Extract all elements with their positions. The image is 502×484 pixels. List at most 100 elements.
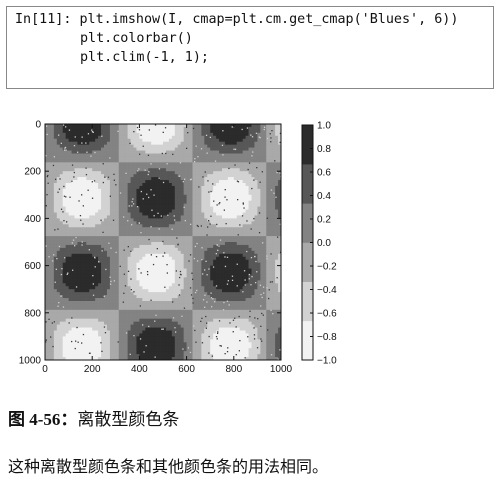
heatmap-cell bbox=[260, 265, 264, 269]
heatmap-cell bbox=[168, 171, 173, 175]
heatmap-cell bbox=[47, 306, 52, 311]
heatmap-cell bbox=[257, 183, 261, 187]
heatmap-cell bbox=[65, 129, 69, 134]
heatmap-cell bbox=[239, 177, 243, 181]
heatmap-cell bbox=[139, 286, 143, 290]
heatmap-cell bbox=[154, 185, 158, 190]
heatmap-cell bbox=[213, 197, 217, 202]
heatmap-cell bbox=[242, 256, 246, 261]
heatmap-cell bbox=[207, 292, 211, 296]
heatmap-cell bbox=[151, 253, 155, 258]
heatmap-cell bbox=[80, 259, 84, 263]
heatmap-cell bbox=[45, 227, 49, 231]
heatmap-cell bbox=[71, 295, 75, 299]
heatmap-cell bbox=[59, 265, 64, 269]
heatmap-cell bbox=[109, 159, 114, 163]
heatmap-cell bbox=[180, 301, 184, 305]
heatmap-cell bbox=[224, 253, 229, 258]
heatmap-cell bbox=[207, 224, 211, 228]
heatmap-cell bbox=[213, 289, 217, 293]
heatmap-cell bbox=[95, 191, 99, 196]
heatmap-cell bbox=[207, 132, 211, 137]
heatmap-cell bbox=[154, 129, 158, 134]
heatmap-cell bbox=[177, 301, 182, 305]
heatmap-cell bbox=[165, 256, 170, 261]
heatmap-cell bbox=[160, 283, 164, 287]
heatmap-cell bbox=[219, 180, 223, 184]
heatmap-cell bbox=[145, 303, 149, 308]
heatmap-cell bbox=[227, 124, 232, 128]
heatmap-cell bbox=[233, 185, 238, 190]
heatmap-cell bbox=[198, 203, 202, 207]
heatmap-cell bbox=[263, 295, 267, 299]
heatmap-cell bbox=[186, 168, 190, 172]
heatmap-cell bbox=[213, 262, 217, 266]
heatmap-cell bbox=[157, 250, 161, 255]
heatmap-cell bbox=[112, 306, 117, 311]
heatmap-cell bbox=[201, 153, 205, 157]
heatmap-cell bbox=[130, 274, 134, 278]
heatmap-cell bbox=[272, 141, 276, 145]
heatmap-cell bbox=[216, 218, 220, 222]
heatmap-cell bbox=[201, 247, 205, 252]
heatmap-cell bbox=[242, 242, 246, 246]
heatmap-cell bbox=[71, 271, 75, 275]
heatmap-cell bbox=[222, 141, 226, 145]
heatmap-cell bbox=[242, 271, 246, 275]
heatmap-cell bbox=[50, 242, 55, 246]
heatmap-cell bbox=[71, 180, 75, 184]
heatmap-cell bbox=[118, 268, 123, 272]
heatmap-cell bbox=[257, 271, 261, 275]
heatmap-cell bbox=[219, 301, 223, 305]
heatmap-cell bbox=[45, 289, 49, 293]
heatmap-cell bbox=[248, 183, 252, 187]
heatmap-cell bbox=[272, 253, 276, 258]
heatmap-cell bbox=[165, 209, 170, 213]
heatmap-cell bbox=[278, 168, 281, 172]
heatmap-cell bbox=[148, 124, 152, 128]
heatmap-cell bbox=[222, 188, 226, 193]
heatmap-cell bbox=[233, 242, 238, 246]
heatmap-cell bbox=[68, 156, 72, 160]
heatmap-cell bbox=[224, 135, 229, 140]
heatmap-cell bbox=[118, 135, 123, 140]
heatmap-cell bbox=[59, 185, 64, 190]
heatmap-cell bbox=[254, 147, 258, 151]
heatmap-cell bbox=[59, 159, 64, 163]
heatmap-cell bbox=[278, 259, 281, 263]
heatmap-cell bbox=[260, 236, 264, 240]
heatmap-cell bbox=[104, 165, 108, 169]
heatmap-cell bbox=[260, 197, 264, 202]
heatmap-cell bbox=[183, 280, 187, 284]
heatmap-cell bbox=[245, 177, 249, 181]
heatmap-cell bbox=[50, 256, 55, 261]
heatmap-cell bbox=[254, 180, 258, 184]
heatmap-cell bbox=[148, 247, 152, 252]
heatmap-cell bbox=[130, 227, 134, 231]
heatmap-cell bbox=[136, 244, 140, 249]
heatmap-cell bbox=[233, 233, 238, 237]
heatmap-cell bbox=[230, 212, 235, 216]
heatmap-cell bbox=[163, 256, 167, 261]
heatmap-cell bbox=[45, 200, 49, 204]
heatmap-cell bbox=[112, 268, 117, 272]
heatmap-cell bbox=[160, 295, 164, 299]
heatmap-cell bbox=[104, 185, 108, 190]
heatmap-cell bbox=[151, 138, 155, 143]
heatmap-cell bbox=[183, 153, 187, 157]
heatmap-cell bbox=[260, 174, 264, 178]
heatmap-cell bbox=[98, 268, 102, 272]
heatmap-cell bbox=[266, 303, 270, 308]
heatmap-cell bbox=[50, 298, 55, 302]
heatmap-cell bbox=[139, 165, 143, 169]
heatmap-cell bbox=[101, 209, 105, 213]
heatmap-cell bbox=[236, 303, 241, 308]
heatmap-cell bbox=[242, 253, 246, 258]
heatmap-cell bbox=[80, 132, 84, 137]
heatmap-cell bbox=[239, 206, 243, 210]
heatmap-cell bbox=[174, 150, 179, 154]
heatmap-cell bbox=[145, 203, 149, 207]
heatmap-cell bbox=[251, 171, 255, 175]
heatmap-cell bbox=[112, 295, 117, 299]
heatmap-cell bbox=[207, 230, 211, 234]
